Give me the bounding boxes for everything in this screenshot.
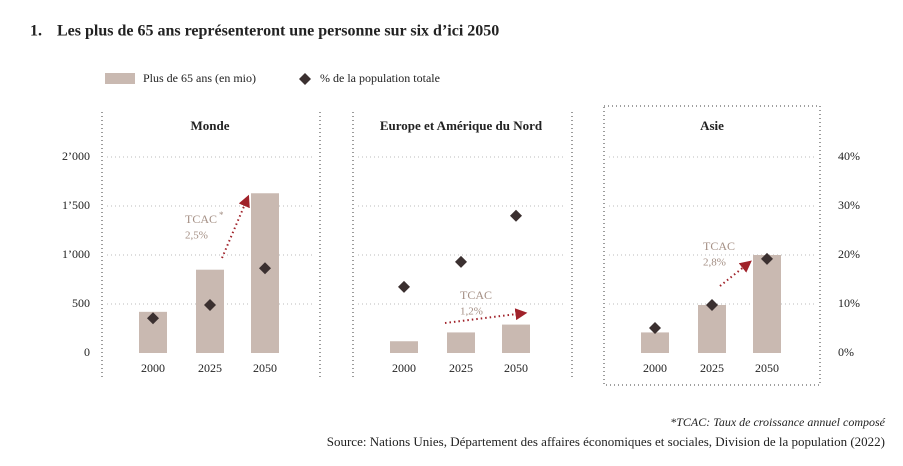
- panel-title: Asie: [700, 118, 724, 133]
- bar: [641, 332, 669, 353]
- panel-title: Monde: [191, 118, 230, 133]
- bar: [196, 269, 224, 353]
- legend-label: % de la population totale: [320, 71, 440, 85]
- y-tick-label: 0: [84, 345, 90, 359]
- x-tick-label: 2025: [198, 361, 222, 375]
- legend-swatch: [299, 73, 311, 85]
- x-tick-label: 2050: [253, 361, 277, 375]
- y2-tick-label: 20%: [838, 247, 860, 261]
- annotation-marker: *: [219, 210, 224, 220]
- annotation-label: TCAC: [460, 288, 492, 302]
- diamond-marker: [706, 298, 718, 311]
- y-tick-label: 1’500: [62, 198, 90, 212]
- panel-title: Europe et Amérique du Nord: [380, 118, 543, 133]
- title-number: 1.: [30, 23, 42, 40]
- annotation-label-text: TCAC: [185, 212, 217, 226]
- y2-tick-label: 10%: [838, 296, 860, 310]
- annotation-rate: 2,5%: [185, 230, 208, 242]
- y-tick-label: 1’000: [62, 247, 90, 261]
- bar: [447, 332, 475, 353]
- diamond-marker: [204, 298, 216, 311]
- annotation-label-text: TCAC: [703, 239, 735, 253]
- source: Source: Nations Unies, Département des a…: [327, 434, 885, 449]
- y2-tick-label: 40%: [838, 149, 860, 163]
- diamond-marker: [761, 252, 773, 265]
- x-tick-label: 2000: [141, 361, 165, 375]
- annotation-rate: 1,2%: [460, 306, 483, 318]
- bar: [753, 255, 781, 353]
- x-tick-label: 2000: [643, 361, 667, 375]
- legend-label: Plus de 65 ans (en mio): [143, 71, 256, 85]
- diamond-marker: [398, 280, 410, 293]
- growth-arrow: [444, 308, 528, 324]
- bar: [698, 304, 726, 353]
- footnote: *TCAC: Taux de croissance annuel composé: [670, 415, 885, 429]
- annotation-label: TCAC *: [185, 210, 224, 226]
- y2-tick-label: 0%: [838, 345, 854, 359]
- x-tick-label: 2000: [392, 361, 416, 375]
- growth-arrow: [719, 260, 752, 287]
- diamond-marker: [147, 312, 159, 325]
- x-tick-label: 2025: [700, 361, 724, 375]
- y2-tick-label: 30%: [838, 198, 860, 212]
- growth-arrow: [221, 194, 250, 259]
- annotation-rate: 2,8%: [703, 257, 726, 269]
- page-title: Les plus de 65 ans représenteront une pe…: [57, 23, 499, 40]
- legend-swatch: [105, 73, 135, 84]
- highlight-box: [603, 105, 821, 386]
- diamond-marker: [649, 322, 661, 335]
- bar: [390, 341, 418, 353]
- y-tick-label: 500: [72, 296, 90, 310]
- x-tick-label: 2050: [504, 361, 528, 375]
- x-tick-label: 2025: [449, 361, 473, 375]
- diamond-marker: [259, 262, 271, 275]
- y-tick-label: 2’000: [62, 149, 90, 163]
- annotation-label: TCAC: [703, 239, 735, 253]
- x-tick-label: 2050: [755, 361, 779, 375]
- annotation-label-text: TCAC: [460, 288, 492, 302]
- bar: [502, 324, 530, 353]
- diamond-marker: [510, 209, 522, 222]
- diamond-marker: [455, 255, 467, 268]
